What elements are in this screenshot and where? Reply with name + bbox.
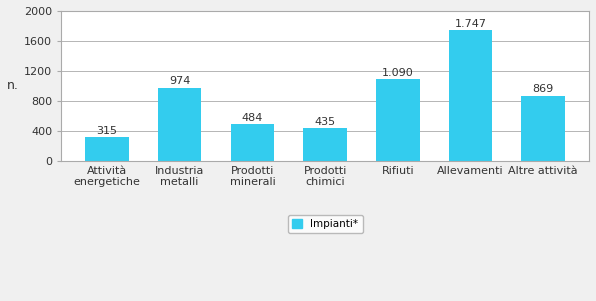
Y-axis label: n.: n. xyxy=(7,79,19,92)
Bar xyxy=(231,124,274,161)
Bar xyxy=(376,79,420,161)
Bar xyxy=(85,137,129,161)
Text: 484: 484 xyxy=(242,113,263,123)
Text: 1.090: 1.090 xyxy=(382,68,414,78)
Bar xyxy=(158,88,201,161)
Bar xyxy=(449,30,492,161)
Text: 869: 869 xyxy=(533,84,554,94)
Legend: Impianti*: Impianti* xyxy=(287,215,362,233)
Text: 974: 974 xyxy=(169,76,190,86)
Text: 315: 315 xyxy=(97,126,117,136)
Bar xyxy=(522,96,565,161)
Bar xyxy=(303,128,347,161)
Text: 1.747: 1.747 xyxy=(455,19,486,29)
Text: 435: 435 xyxy=(315,117,336,127)
